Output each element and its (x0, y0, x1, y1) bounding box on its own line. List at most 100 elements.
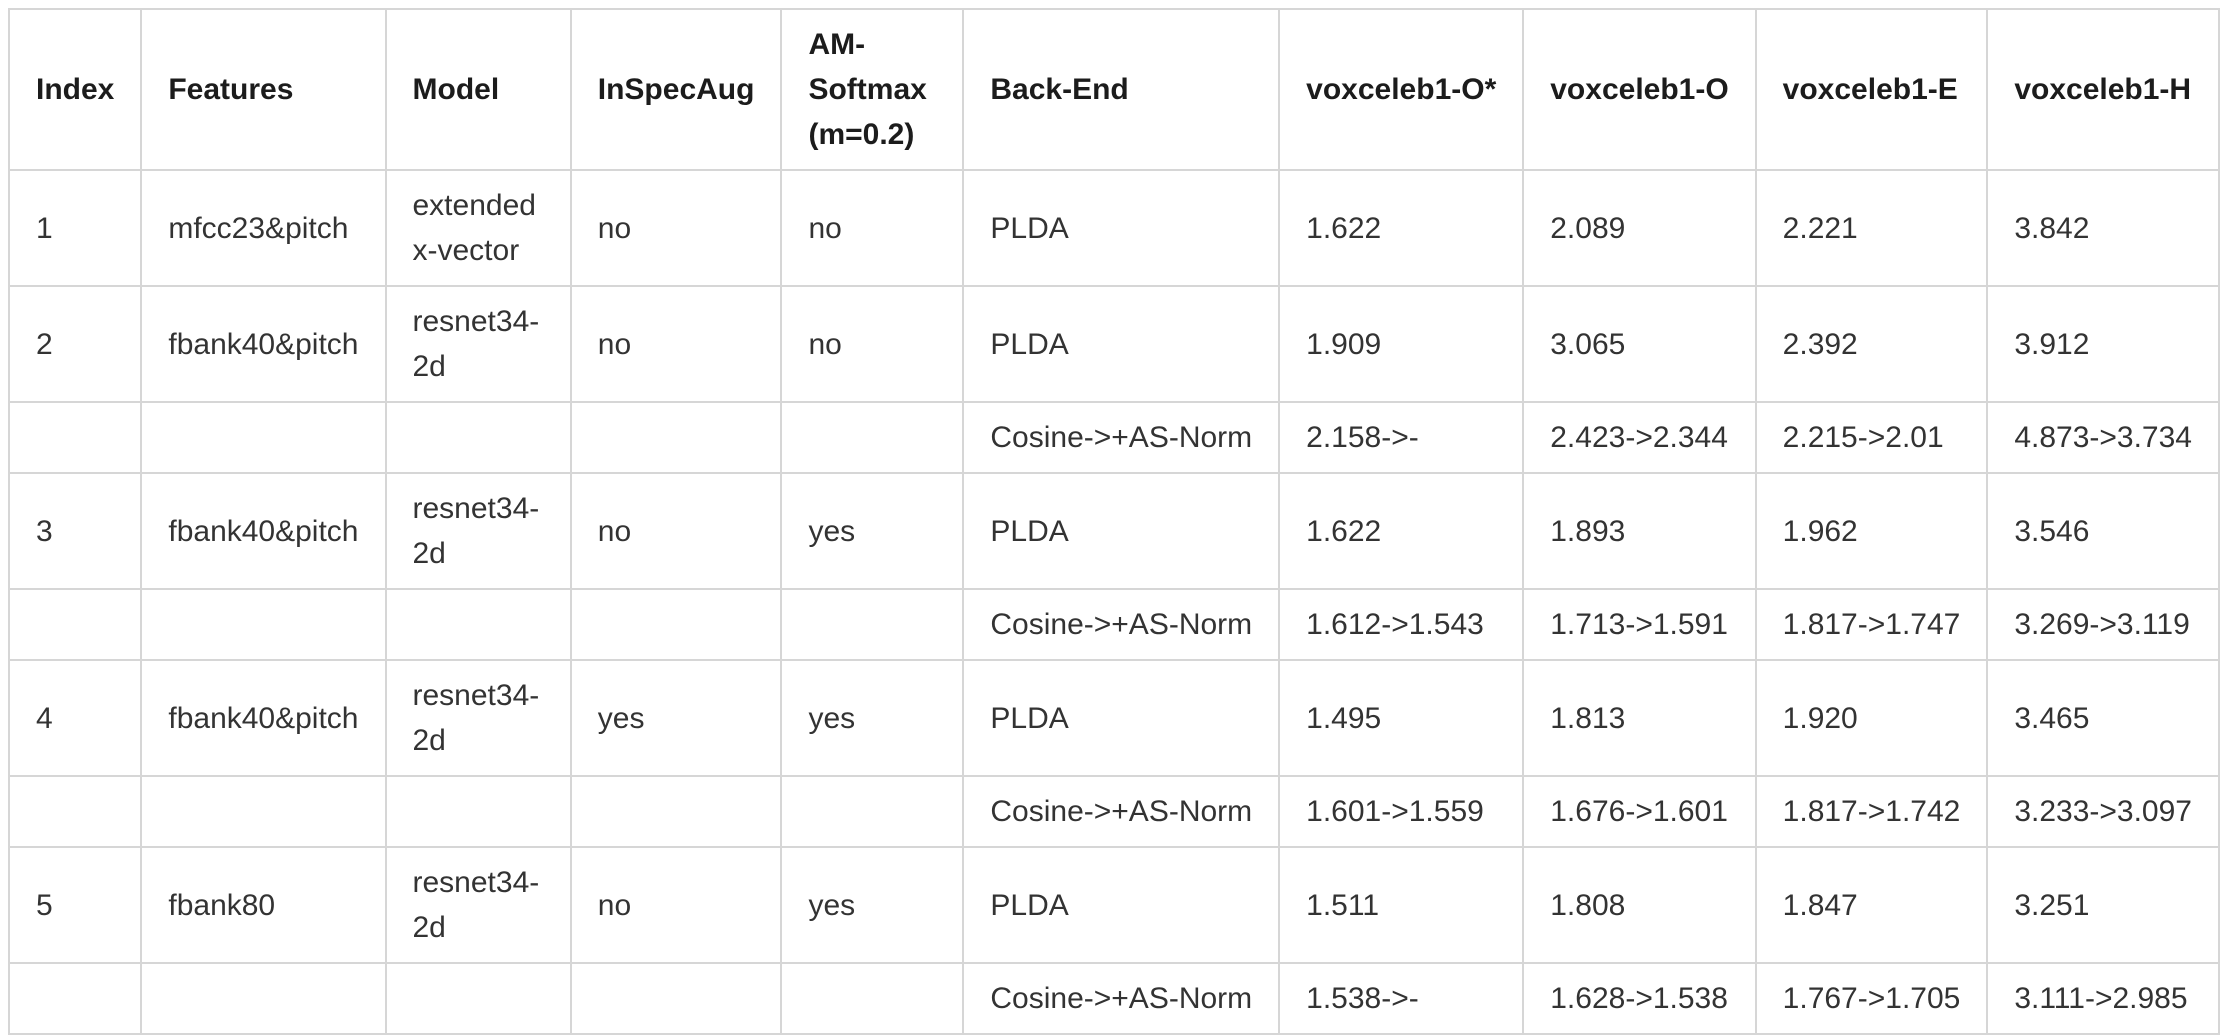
table-cell: 1 (7, 169, 143, 287)
speaker-verification-results-table: Index Features Model InSpecAug AM-Softma… (7, 8, 2220, 1035)
table-row: 2 fbank40&pitch resnet34-2d no no PLDA 1… (7, 285, 2220, 403)
table-cell: 1.962 (1754, 472, 1989, 590)
column-header-features: Features (140, 8, 387, 171)
table-cell: 1.713->1.591 (1522, 588, 1757, 661)
table-cell: 2.392 (1754, 285, 1989, 403)
table-cell: 2 (7, 285, 143, 403)
table-cell: no (569, 472, 783, 590)
table-row: 3 fbank40&pitch resnet34-2d no yes PLDA … (7, 472, 2220, 590)
table-cell: fbank40&pitch (140, 659, 387, 777)
table-row: Cosine->+AS-Norm 1.612->1.543 1.713->1.5… (7, 588, 2220, 661)
table-cell: 2.215->2.01 (1754, 401, 1989, 474)
table-cell: fbank40&pitch (140, 472, 387, 590)
table-cell: 1.767->1.705 (1754, 962, 1989, 1035)
table-cell: fbank40&pitch (140, 285, 387, 403)
table-row: 1 mfcc23&pitch extended x-vector no no P… (7, 169, 2220, 287)
table-cell: 2.089 (1522, 169, 1757, 287)
column-header-voxceleb1-o: voxceleb1-O (1522, 8, 1757, 171)
table-cell: 1.601->1.559 (1278, 775, 1525, 848)
table-cell: 1.495 (1278, 659, 1525, 777)
table-cell (780, 775, 965, 848)
table-cell: resnet34-2d (384, 659, 572, 777)
table-cell: Cosine->+AS-Norm (962, 775, 1281, 848)
table-cell: Cosine->+AS-Norm (962, 401, 1281, 474)
table-cell: PLDA (962, 169, 1281, 287)
table-cell: 3.233->3.097 (1986, 775, 2220, 848)
table-cell: 2.158->- (1278, 401, 1525, 474)
table-cell (140, 588, 387, 661)
table-cell: 1.622 (1278, 472, 1525, 590)
table-cell (7, 588, 143, 661)
table-row: Cosine->+AS-Norm 2.158->- 2.423->2.344 2… (7, 401, 2220, 474)
table-cell: Cosine->+AS-Norm (962, 962, 1281, 1035)
table-cell: Cosine->+AS-Norm (962, 588, 1281, 661)
column-header-voxceleb1-h: voxceleb1-H (1986, 8, 2220, 171)
table-cell: 4 (7, 659, 143, 777)
table-cell: PLDA (962, 659, 1281, 777)
table-cell: 3.111->2.985 (1986, 962, 2220, 1035)
table-cell: 3.269->3.119 (1986, 588, 2220, 661)
table-cell: 3 (7, 472, 143, 590)
table-cell: 1.511 (1278, 846, 1525, 964)
table-cell (140, 401, 387, 474)
table-cell: 3.251 (1986, 846, 2220, 964)
table-cell: fbank80 (140, 846, 387, 964)
table-cell (384, 962, 572, 1035)
table-cell: 1.628->1.538 (1522, 962, 1757, 1035)
table-cell: 5 (7, 846, 143, 964)
table-cell: no (569, 285, 783, 403)
column-header-am-softmax: AM-Softmax (m=0.2) (780, 8, 965, 171)
table-row: 5 fbank80 resnet34-2d no yes PLDA 1.511 … (7, 846, 2220, 964)
table-cell: resnet34-2d (384, 472, 572, 590)
table-cell: PLDA (962, 472, 1281, 590)
column-header-model: Model (384, 8, 572, 171)
table-cell: 1.847 (1754, 846, 1989, 964)
header-row: Index Features Model InSpecAug AM-Softma… (7, 8, 2220, 171)
table-cell: 1.538->- (1278, 962, 1525, 1035)
table-cell: 3.546 (1986, 472, 2220, 590)
table-cell (140, 962, 387, 1035)
table-cell: 1.920 (1754, 659, 1989, 777)
table-cell: 2.423->2.344 (1522, 401, 1757, 474)
table-cell: PLDA (962, 285, 1281, 403)
table-cell: 3.065 (1522, 285, 1757, 403)
table-row: Cosine->+AS-Norm 1.538->- 1.628->1.538 1… (7, 962, 2220, 1035)
table-cell (384, 588, 572, 661)
table-cell (384, 775, 572, 848)
table-cell: 3.912 (1986, 285, 2220, 403)
table-cell: no (780, 285, 965, 403)
table-cell: 1.622 (1278, 169, 1525, 287)
table-cell: 3.465 (1986, 659, 2220, 777)
table-cell: yes (780, 659, 965, 777)
table-cell: 1.909 (1278, 285, 1525, 403)
table-cell: extended x-vector (384, 169, 572, 287)
table-cell: 1.817->1.742 (1754, 775, 1989, 848)
table-cell: resnet34-2d (384, 285, 572, 403)
table-cell (7, 401, 143, 474)
column-header-back-end: Back-End (962, 8, 1281, 171)
table-cell (569, 775, 783, 848)
table-cell (780, 962, 965, 1035)
table-cell (384, 401, 572, 474)
table-cell: 1.612->1.543 (1278, 588, 1525, 661)
table-cell: 1.813 (1522, 659, 1757, 777)
table-cell: no (780, 169, 965, 287)
table-cell (569, 401, 783, 474)
table-cell: no (569, 846, 783, 964)
table-cell (780, 401, 965, 474)
column-header-voxceleb1-o-star: voxceleb1-O* (1278, 8, 1525, 171)
table-cell (7, 962, 143, 1035)
table-cell: yes (780, 472, 965, 590)
table-row: Cosine->+AS-Norm 1.601->1.559 1.676->1.6… (7, 775, 2220, 848)
table-cell (569, 962, 783, 1035)
table-row: 4 fbank40&pitch resnet34-2d yes yes PLDA… (7, 659, 2220, 777)
column-header-voxceleb1-e: voxceleb1-E (1754, 8, 1989, 171)
table-cell: 1.676->1.601 (1522, 775, 1757, 848)
table-cell: yes (569, 659, 783, 777)
table-cell (140, 775, 387, 848)
table-cell: resnet34-2d (384, 846, 572, 964)
table-cell: yes (780, 846, 965, 964)
table-cell: 2.221 (1754, 169, 1989, 287)
column-header-inspecaug: InSpecAug (569, 8, 783, 171)
table-cell: mfcc23&pitch (140, 169, 387, 287)
